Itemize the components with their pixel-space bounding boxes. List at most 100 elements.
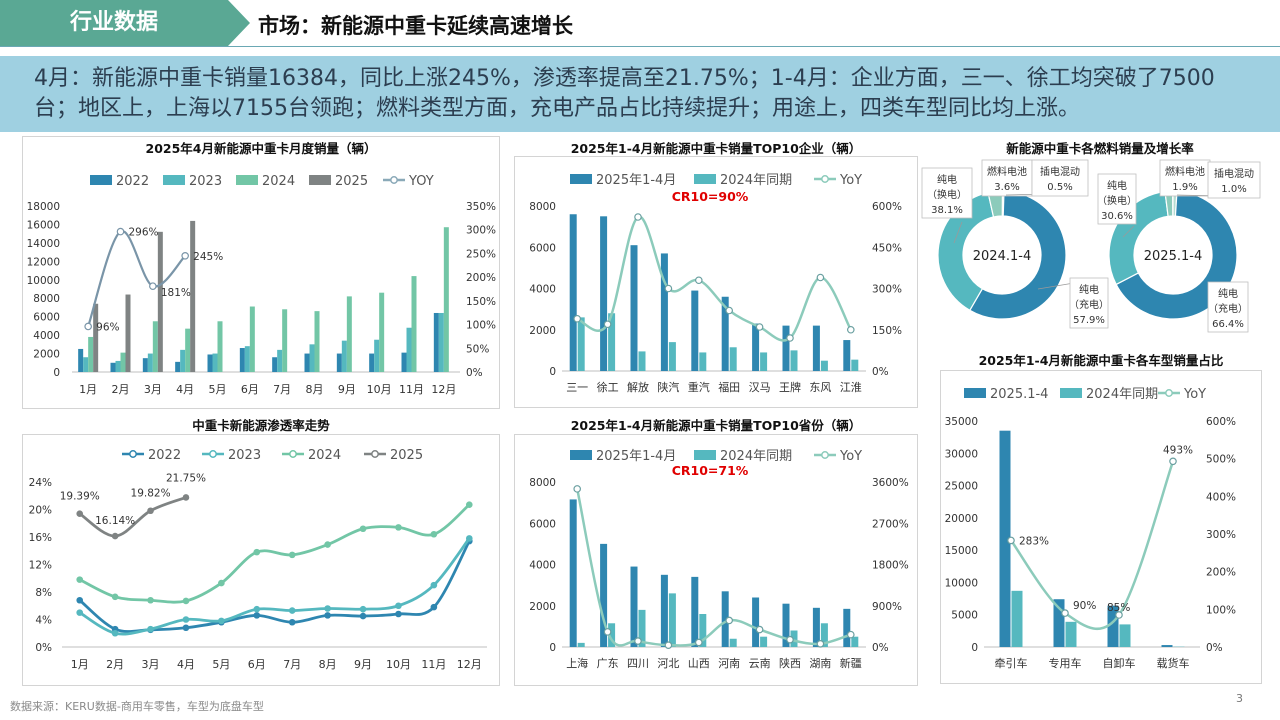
x-tick-label: 山西: [688, 657, 710, 670]
top10-company-title: 2025年1-4月新能源中重卡销量TOP10企业（辆）: [570, 141, 862, 156]
point-2023: [253, 605, 261, 613]
callout-text: 66.4%: [1212, 319, 1244, 330]
legend-swatch: [1060, 388, 1082, 398]
y2-tick-label: 3600%: [872, 477, 909, 489]
x-tick-label: 6月: [248, 658, 266, 671]
bar-2023: [438, 312, 444, 372]
y2-tick-label: 300%: [872, 284, 902, 296]
bar-2024年同期: [699, 614, 707, 647]
y-tick-label: 12000: [27, 256, 60, 268]
y2-tick-label: 2700%: [872, 518, 909, 530]
cr10-annotation: CR10=71%: [672, 463, 749, 478]
x-tick-label: 6月: [241, 383, 259, 396]
legend-label: 2023: [228, 448, 261, 463]
legend-label: 2024: [308, 448, 341, 463]
yoy-point: [725, 306, 734, 315]
yoy-data-label: 283%: [1019, 535, 1049, 547]
yoy-line: [87, 230, 186, 327]
callout-leader: [953, 221, 963, 244]
callout-box: [1207, 281, 1249, 333]
bar-2023: [406, 327, 412, 372]
point-2024: [147, 596, 154, 604]
bar-2023: [309, 344, 315, 372]
yoy-point: [755, 323, 764, 331]
point-2022: [395, 610, 402, 618]
callout-text: 燃料电池: [987, 165, 1027, 178]
y-tick-label: 12%: [29, 560, 52, 572]
bar-2024: [88, 336, 94, 372]
y-tick-label: 6000: [529, 242, 556, 254]
bar-2022: [369, 353, 375, 372]
bar-2023: [115, 360, 121, 372]
cr10-annotation: CR10=90%: [672, 189, 749, 204]
bar-2022: [239, 348, 245, 372]
top10-province-title: 2025年1-4月新能源中重卡销量TOP10省份（辆）: [570, 418, 862, 433]
bar-2022: [110, 362, 116, 372]
callout-text: （充电）: [1069, 298, 1109, 311]
bar-2025年1-4月: [782, 603, 790, 647]
y-tick-label: 18000: [27, 201, 60, 213]
x-tick-label: 四川: [627, 657, 649, 670]
x-tick-label: 汉马: [749, 381, 771, 394]
y2-tick-label: 350%: [466, 201, 496, 213]
y2-tick-label: 600%: [1206, 416, 1236, 428]
bar-2025年1-4月: [691, 576, 699, 647]
pen-2025-label: 19.39%: [60, 491, 100, 503]
bar-2024年同期: [851, 359, 859, 371]
bar-2025.1-4: [1107, 605, 1119, 647]
page-number: 3: [1236, 692, 1243, 705]
y2-tick-label: 0%: [872, 366, 889, 378]
vehicle-type-chart: 0 5000 10000 15000 20000 25000 30000 35000 0% 100…: [945, 387, 1236, 670]
x-tick-label: 9月: [338, 383, 356, 396]
callout-leader: [1122, 225, 1135, 238]
x-tick-label: 陕汽: [657, 380, 679, 394]
legend-label: 2025年1-4月: [596, 173, 676, 188]
x-tick-label: 1月: [79, 383, 97, 396]
y2-tick-label: 250%: [466, 248, 496, 260]
bar-2024: [282, 309, 288, 372]
bar-2023: [277, 349, 283, 372]
point-2025: [147, 507, 154, 515]
y-tick-label: 10000: [27, 275, 60, 287]
bar-2022: [336, 353, 342, 372]
yoy-point: [664, 284, 673, 293]
bar-2024年同期: [608, 623, 616, 647]
legend-swatch: [570, 450, 592, 460]
legend-label: YoY: [839, 173, 862, 188]
bar-2024: [314, 311, 320, 372]
bar-2025年1-4月: [752, 597, 760, 647]
y-tick-label: 6000: [529, 518, 556, 530]
bar-2025.1-4: [999, 430, 1011, 647]
y2-tick-label: 600%: [872, 201, 902, 213]
point-2024: [111, 593, 119, 601]
bar-2024: [443, 227, 449, 372]
donut-slice: [968, 190, 1067, 320]
legend-marker: [1165, 389, 1173, 397]
y-tick-label: 5000: [951, 610, 978, 622]
legend-label: 2025: [390, 448, 423, 463]
bar-2025年1-4月: [843, 340, 851, 371]
bar-2022: [142, 358, 148, 372]
x-tick-label: 上海: [566, 656, 588, 670]
bar-2022: [401, 352, 407, 372]
yoy-point: [149, 282, 157, 290]
x-tick-label: 4月: [176, 383, 194, 396]
x-tick-label: 专用车: [1049, 656, 1082, 670]
callout-text: （换电）: [1097, 194, 1137, 207]
callout-text: （换电）: [927, 188, 967, 201]
y-tick-label: 8000: [33, 293, 60, 305]
bar-2024年同期: [820, 623, 828, 647]
y-tick-label: 25000: [945, 481, 978, 493]
y-tick-label: 16%: [29, 532, 52, 544]
bar-2022: [304, 353, 310, 372]
bar-2024: [120, 352, 126, 372]
penetration-title: 中重卡新能源渗透率走势: [192, 418, 330, 433]
bar-2024年同期: [577, 317, 585, 371]
yoy-point: [116, 227, 125, 236]
yoy-point: [695, 276, 703, 285]
callout-text: 30.6%: [1101, 211, 1133, 222]
callout-text: （充电）: [1208, 302, 1248, 315]
legend-marker: [289, 450, 297, 458]
bar-2024年同期: [1119, 624, 1131, 647]
x-tick-label: 9月: [354, 658, 372, 671]
